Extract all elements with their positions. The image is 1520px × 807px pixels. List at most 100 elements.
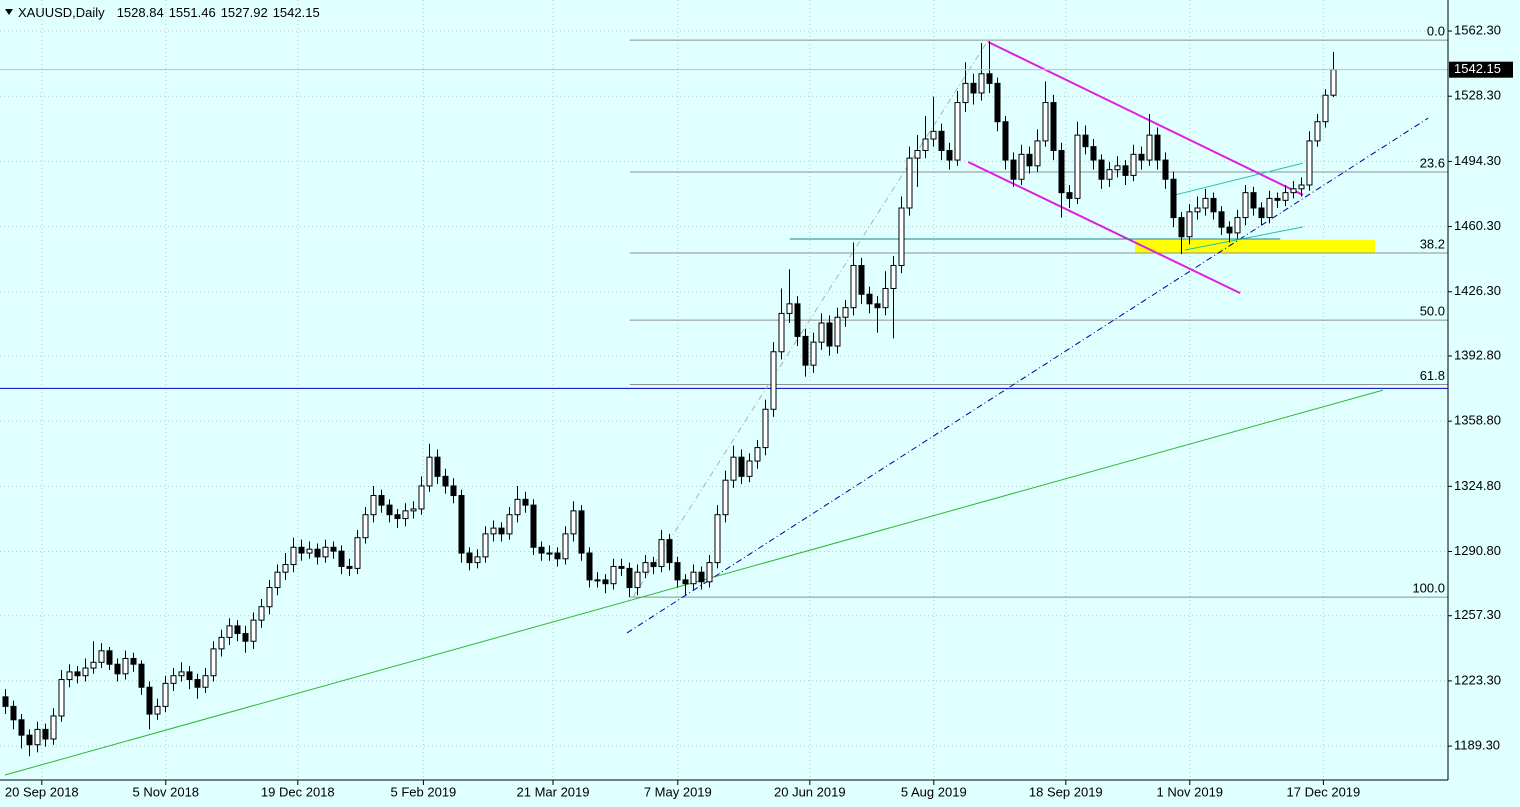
candle-body [546, 552, 553, 555]
header-value: 1527.92 [221, 5, 268, 20]
candle-body [354, 537, 361, 569]
candle-body [482, 533, 489, 558]
y-tick-label: 1494.30 [1454, 153, 1501, 168]
x-tick-label: 21 Mar 2019 [517, 784, 590, 799]
candle-body [1010, 159, 1017, 180]
last-price-label: 1542.15 [1454, 61, 1501, 76]
candle-body [770, 351, 777, 410]
candle-body [1210, 197, 1217, 213]
candle-body [1042, 102, 1049, 142]
candle-body [258, 606, 265, 621]
y-tick-label: 1189.30 [1454, 738, 1500, 753]
candle-body [658, 539, 665, 567]
y-tick-label: 1257.30 [1454, 607, 1501, 622]
header-value: 1542.15 [273, 5, 320, 20]
candle-body [2, 696, 9, 707]
candle-body [738, 456, 745, 477]
candle-body [1202, 197, 1209, 209]
candle-body [818, 322, 825, 343]
x-tick-label: 5 Aug 2019 [901, 784, 967, 799]
candle-body [954, 102, 961, 161]
candle-body [298, 546, 305, 554]
candle-body [170, 675, 177, 684]
candle-body [1130, 153, 1137, 176]
candle-body [282, 564, 289, 573]
candle-body [898, 207, 905, 266]
y-tick-label: 1324.80 [1454, 478, 1501, 493]
candle-body [226, 625, 233, 638]
candle-body [834, 316, 841, 347]
y-tick-label: 1290.80 [1454, 543, 1501, 558]
candle-body [370, 495, 377, 516]
candle-body [322, 546, 329, 558]
x-tick-label: 5 Feb 2019 [391, 784, 457, 799]
candle-body [474, 556, 481, 564]
candle-body [650, 562, 657, 567]
candle-body [754, 447, 761, 462]
candle-body [58, 679, 65, 717]
support-zone [1135, 239, 1375, 253]
candle-body [202, 675, 209, 688]
candle-body [1154, 134, 1161, 161]
candle-body [730, 456, 737, 481]
symbol: XAUUSD,Daily [18, 5, 105, 20]
candle-body [1066, 192, 1073, 199]
candle-body [466, 552, 473, 564]
candle-body [698, 571, 705, 583]
x-tick-label: 20 Sep 2018 [5, 784, 79, 799]
candle-body [946, 149, 953, 161]
trend-line [1184, 226, 1304, 251]
candle-body [850, 264, 857, 309]
candle-body [666, 539, 673, 564]
candle-body [786, 303, 793, 314]
candle-body [402, 510, 409, 520]
y-tick-label: 1528.30 [1454, 88, 1501, 103]
candle-body [514, 498, 521, 516]
candle-body [26, 734, 33, 746]
candle-body [1186, 211, 1193, 238]
candle-body [234, 625, 241, 635]
candle-body [882, 287, 889, 309]
candle-body [394, 514, 401, 520]
candle-body [1194, 207, 1201, 213]
candle-body [578, 510, 585, 554]
candle-body [522, 498, 529, 506]
candle-body [98, 650, 105, 663]
candle-body [746, 460, 753, 477]
fib-label: 23.6 [1420, 155, 1445, 170]
candle-body [634, 571, 641, 589]
x-tick-label: 7 May 2019 [644, 784, 712, 799]
candle-body [146, 686, 153, 715]
candle-body [1050, 102, 1057, 151]
candle-body [1034, 140, 1041, 167]
candle-body [778, 312, 785, 353]
candle-body [762, 408, 769, 449]
candle-body [290, 546, 297, 566]
candle-body [1002, 121, 1009, 161]
candle-body [562, 533, 569, 560]
menu-arrow[interactable] [5, 9, 13, 15]
candle-body [1170, 178, 1177, 219]
candle-body [826, 322, 833, 347]
candle-body [874, 303, 881, 309]
fib-label: 100.0 [1412, 581, 1445, 596]
candle-body [106, 650, 113, 665]
x-tick-label: 19 Dec 2018 [261, 784, 335, 799]
candle-body [618, 565, 625, 569]
candle-body [802, 335, 809, 366]
candle-body [930, 130, 937, 140]
candle-body [810, 341, 817, 366]
candle-body [1122, 165, 1129, 176]
trend-line [626, 117, 1429, 634]
candle-body [314, 548, 321, 558]
candle-body [194, 679, 201, 688]
candle-body [306, 548, 313, 554]
candle-body [922, 138, 929, 151]
candle-body [498, 527, 505, 535]
candle-body [866, 293, 873, 305]
trend-line [987, 41, 1304, 196]
candle-body [386, 504, 393, 516]
candle-body [266, 587, 273, 608]
